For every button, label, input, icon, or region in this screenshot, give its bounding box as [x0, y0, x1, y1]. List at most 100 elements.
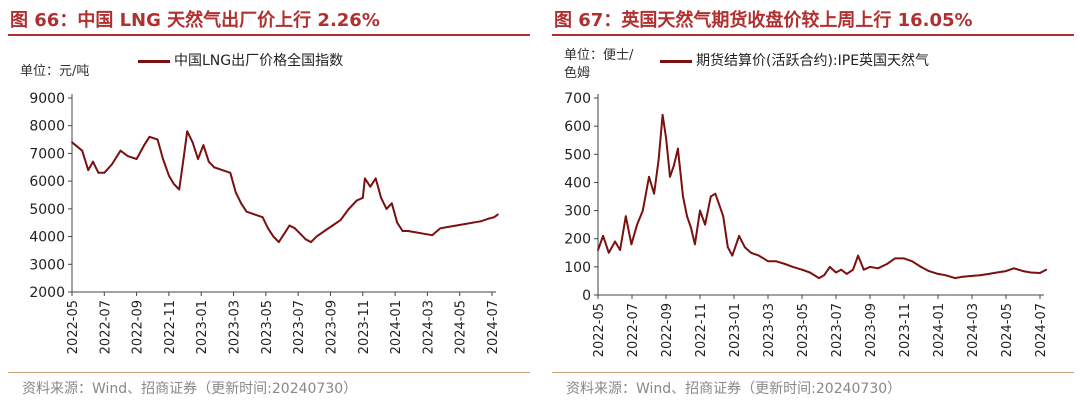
- x-tick-label: 2024-03: [421, 300, 436, 354]
- y-tick-label: 300: [564, 204, 591, 220]
- x-tick-label: 2023-05: [796, 303, 811, 357]
- data-point: [178, 188, 181, 191]
- data-point: [355, 199, 358, 202]
- data-point: [911, 260, 913, 263]
- data-point: [1013, 267, 1015, 270]
- x-tick-label: 2024-07: [486, 300, 501, 354]
- data-point: [614, 240, 616, 243]
- legend-label: 期货结算价(活跃合约):IPE英国天然气: [696, 53, 930, 69]
- data-point: [197, 158, 199, 160]
- data-point: [310, 241, 312, 244]
- data-point: [92, 160, 94, 163]
- data-point: [415, 231, 417, 234]
- data-point: [272, 235, 275, 238]
- x-tick-label: 2024-05: [454, 300, 469, 354]
- data-point: [168, 174, 170, 177]
- data-point: [661, 114, 664, 116]
- data-point: [127, 155, 129, 158]
- x-tick-label: 2022-11: [163, 300, 178, 354]
- data-point: [186, 130, 189, 133]
- x-tick-label: 2023-09: [324, 300, 339, 354]
- data-point: [87, 169, 90, 172]
- data-point: [886, 263, 888, 265]
- data-point: [304, 238, 307, 241]
- y-tick-label: 4000: [29, 230, 65, 246]
- data-point: [119, 149, 122, 152]
- title-divider: [8, 34, 530, 36]
- data-point: [347, 208, 350, 210]
- data-point: [103, 171, 106, 174]
- data-point: [979, 274, 981, 277]
- data-point: [840, 268, 842, 271]
- data-point: [110, 163, 113, 166]
- data-point: [471, 221, 474, 224]
- data-point: [156, 138, 159, 141]
- data-point: [801, 268, 803, 271]
- y-tick-label: 500: [564, 147, 591, 163]
- data-point: [135, 158, 138, 160]
- x-tick-label: 2022-07: [98, 300, 113, 354]
- data-point: [1030, 271, 1032, 274]
- data-point: [718, 204, 721, 206]
- data-point: [704, 223, 706, 226]
- x-tick-label: 2022-05: [66, 300, 81, 354]
- x-tick-label: 2024-07: [1034, 303, 1049, 357]
- data-point: [709, 195, 712, 198]
- data-point: [750, 251, 752, 254]
- x-tick-label: 2023-11: [357, 300, 372, 354]
- data-point: [497, 213, 499, 216]
- data-point: [852, 268, 854, 271]
- data-point: [954, 277, 956, 279]
- data-point: [792, 266, 794, 268]
- data-point: [714, 192, 717, 195]
- chart-title: 图 66：中国 LNG 天然气出厂价上行 2.26%: [10, 10, 380, 31]
- y-unit-label: 单位：便士/: [564, 48, 634, 63]
- data-point: [758, 254, 760, 257]
- data-point: [597, 249, 599, 251]
- title-divider: [552, 34, 1074, 36]
- data-point: [202, 144, 205, 147]
- y-tick-label: 9000: [29, 91, 65, 107]
- data-point: [369, 185, 372, 188]
- y-tick-label: 700: [564, 91, 591, 107]
- data-point: [148, 135, 151, 138]
- legend-line-swatch: [138, 59, 170, 63]
- chart-title: 图 67：英国天然气期货收盘价较上周上行 16.05%: [554, 10, 973, 31]
- x-tick-label: 2024-01: [389, 300, 404, 354]
- data-point: [607, 251, 610, 254]
- data-point: [648, 175, 650, 178]
- data-point: [673, 164, 675, 167]
- data-point: [162, 158, 164, 160]
- data-point: [731, 254, 734, 257]
- data-point: [315, 235, 318, 238]
- y-tick-label: 7000: [29, 146, 65, 162]
- data-point: [699, 209, 701, 212]
- data-point: [229, 171, 232, 174]
- data-point: [261, 216, 264, 219]
- x-tick-label: 2023-09: [864, 303, 879, 357]
- data-point: [331, 224, 334, 227]
- data-point: [845, 273, 848, 275]
- y-tick-label: 100: [564, 260, 591, 276]
- legend: 中国LNG出厂价格全国指数: [138, 50, 343, 70]
- data-point: [869, 266, 871, 268]
- data-point: [479, 220, 482, 223]
- data-point: [439, 227, 442, 230]
- legend-line-swatch: [660, 59, 692, 63]
- legend-label: 中国LNG出厂价格全国指数: [174, 53, 344, 69]
- data-point: [857, 254, 859, 257]
- y-tick-label: 5000: [29, 202, 65, 218]
- x-tick-label: 2023-05: [260, 300, 275, 354]
- data-point: [653, 192, 655, 195]
- data-point: [288, 224, 291, 227]
- data-point: [401, 230, 404, 232]
- series-line: [71, 130, 499, 244]
- data-point: [253, 213, 256, 216]
- data-point: [1005, 270, 1007, 272]
- data-point: [828, 266, 831, 268]
- legend: 期货结算价(活跃合约):IPE英国天然气: [660, 50, 929, 70]
- data-point: [172, 183, 175, 185]
- data-point: [299, 232, 302, 235]
- data-point: [182, 158, 185, 160]
- data-point: [682, 195, 684, 198]
